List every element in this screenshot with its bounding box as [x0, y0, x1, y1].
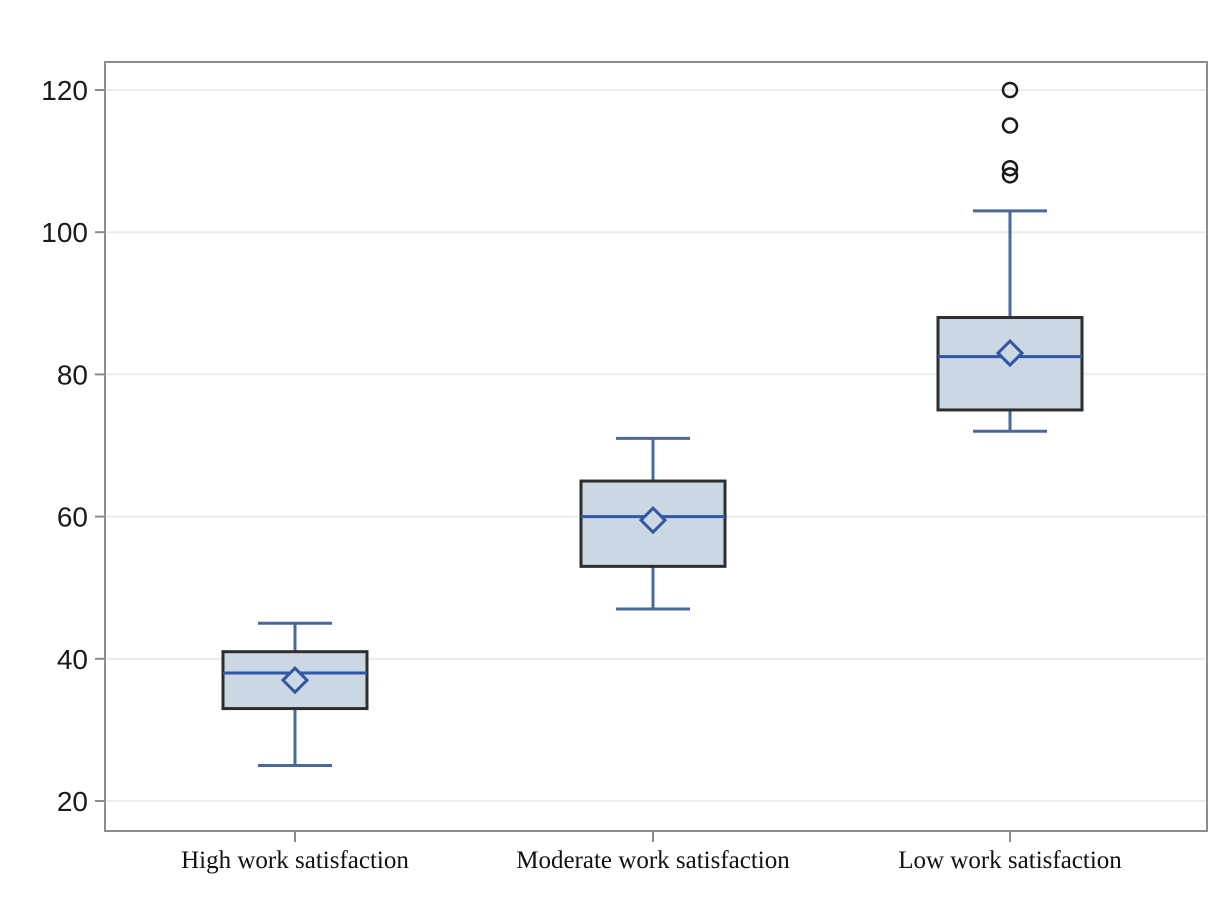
outlier-point — [1001, 159, 1019, 177]
plot-frame — [104, 61, 1208, 832]
category-label: High work satisfaction — [181, 847, 409, 874]
mean-diamond-marker — [638, 506, 668, 535]
outlier-point — [1001, 167, 1019, 184]
category-label: Low work satisfaction — [898, 847, 1122, 874]
mean-diamond-marker — [280, 666, 310, 695]
y-axis-tick-label: 80 — [57, 359, 88, 390]
y-axis-tick-label: 40 — [57, 644, 88, 675]
y-axis-tick-label: 20 — [57, 786, 88, 817]
mean-diamond-marker — [995, 338, 1025, 368]
outlier-point — [1001, 81, 1019, 99]
category-label: Moderate work satisfaction — [516, 847, 790, 874]
y-axis-tick-label: 100 — [41, 217, 88, 248]
outlier-point — [1001, 117, 1019, 134]
y-axis-tick-label: 60 — [57, 502, 88, 533]
y-axis-tick-label: 120 — [41, 75, 88, 106]
